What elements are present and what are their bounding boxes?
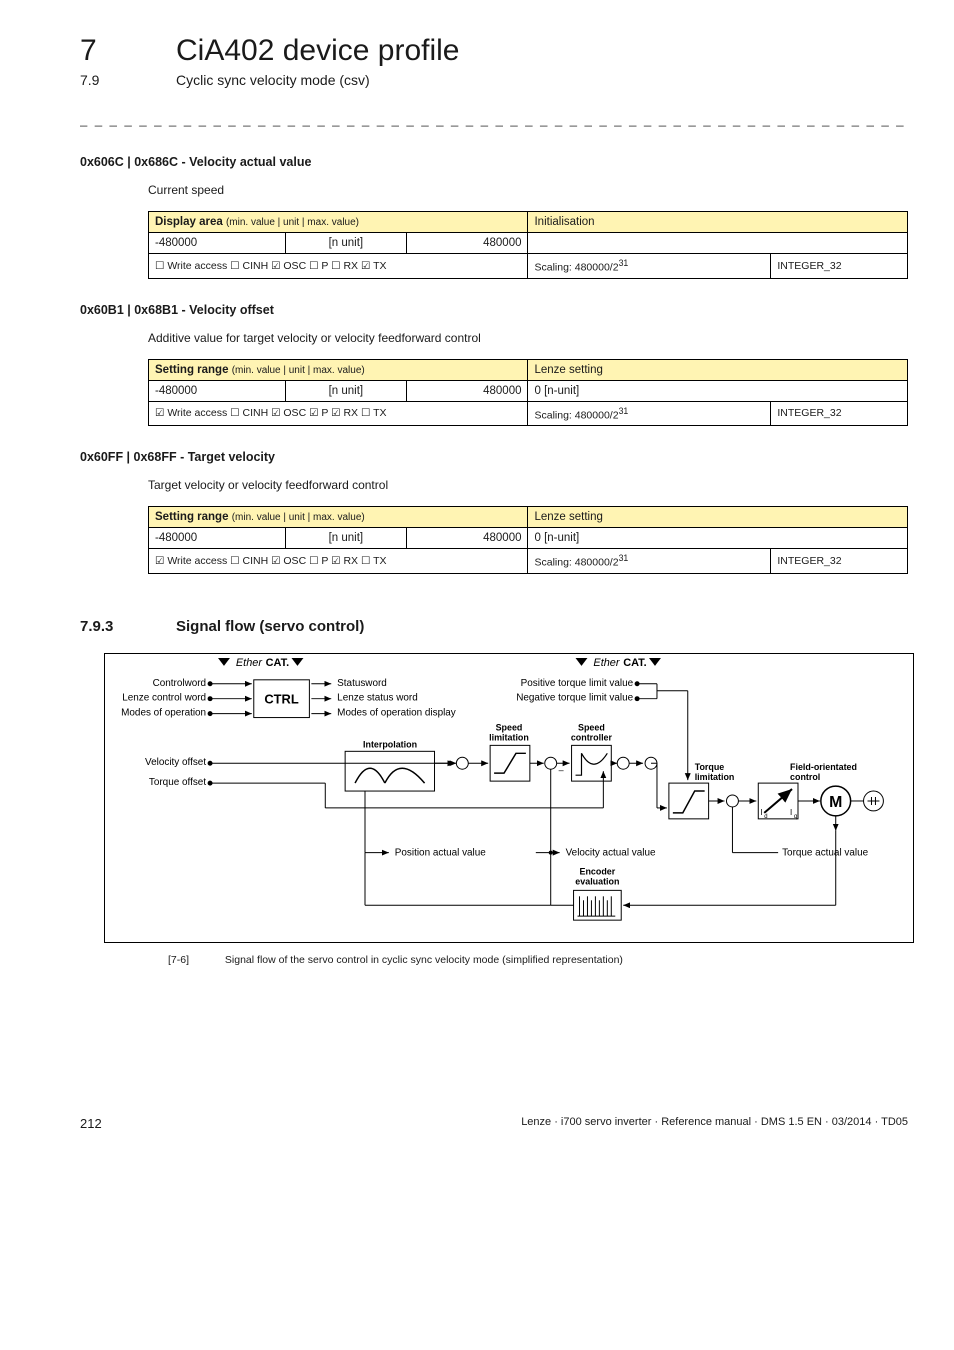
param-table: Display area (min. value | unit | max. v… — [148, 211, 908, 279]
setting-value — [528, 233, 908, 254]
chapter-title: CiA402 device profile — [176, 34, 460, 68]
ethercat-icon: Ether CAT. — [218, 656, 303, 668]
min-value: -480000 — [149, 233, 286, 254]
svg-text:CAT.: CAT. — [623, 656, 646, 668]
param-table: Setting range (min. value | unit | max. … — [148, 359, 908, 427]
table-header-left: Setting range (min. value | unit | max. … — [149, 507, 528, 528]
subsection-header: 7.9.3 Signal flow (servo control) — [80, 618, 908, 635]
unit: [n unit] — [285, 380, 406, 401]
table-header-right: Initialisation — [528, 212, 908, 233]
subsection-number: 7.9.3 — [80, 618, 176, 635]
svg-text:Interpolation: Interpolation — [363, 739, 417, 749]
signal-flow-diagram: Ether CAT. Ether CAT. CTRL Controlword Len… — [104, 653, 908, 946]
min-value: -480000 — [149, 380, 286, 401]
data-type: INTEGER_32 — [771, 254, 908, 279]
svg-text:Speed: Speed — [578, 722, 605, 732]
svg-text:Controlword: Controlword — [153, 677, 207, 688]
section-title: Cyclic sync velocity mode (csv) — [176, 72, 370, 88]
param-title: 0x60B1 | 0x68B1 - Velocity offset — [80, 303, 908, 317]
table-header-left: Setting range (min. value | unit | max. … — [149, 359, 528, 380]
min-value: -480000 — [149, 528, 286, 549]
param-description: Additive value for target velocity or ve… — [148, 331, 908, 345]
data-type: INTEGER_32 — [771, 549, 908, 574]
param-table: Setting range (min. value | unit | max. … — [148, 506, 908, 574]
svg-text:M: M — [829, 793, 842, 810]
max-value: 480000 — [407, 380, 528, 401]
figure-caption: [7-6] Signal flow of the servo control i… — [168, 954, 908, 966]
svg-text:I: I — [790, 807, 792, 816]
section-number: 7.9 — [80, 72, 176, 88]
scaling: Scaling: 480000/231 — [528, 401, 771, 426]
svg-text:Lenze status word: Lenze status word — [337, 692, 418, 703]
setting-value: 0 [n-unit] — [528, 380, 908, 401]
table-header-right: Lenze setting — [528, 359, 908, 380]
svg-text:q: q — [794, 813, 797, 819]
section-header: 7.9 Cyclic sync velocity mode (csv) — [80, 72, 908, 88]
svg-text:Lenze control word: Lenze control word — [122, 692, 206, 703]
caption-text: Signal flow of the servo control in cycl… — [225, 954, 623, 966]
svg-text:evaluation: evaluation — [575, 876, 619, 886]
access-flags: ☑ Write access ☐ CINH ☑ OSC ☐ P ☑ RX ☐ T… — [149, 549, 528, 574]
svg-text:Ether: Ether — [236, 656, 262, 668]
svg-text:Position actual value: Position actual value — [395, 847, 486, 858]
chapter-number: 7 — [80, 34, 176, 68]
svg-text:Negative torque limit value: Negative torque limit value — [516, 692, 633, 703]
separator-line: _ _ _ _ _ _ _ _ _ _ _ _ _ _ _ _ _ _ _ _ … — [80, 112, 908, 127]
page-container: 7 CiA402 device profile 7.9 Cyclic sync … — [0, 0, 954, 1151]
caption-tag: [7-6] — [168, 954, 222, 966]
svg-text:Velocity offset: Velocity offset — [145, 757, 206, 768]
unit: [n unit] — [285, 528, 406, 549]
svg-text:controller: controller — [571, 732, 613, 742]
svg-text:Modes of operation: Modes of operation — [121, 707, 206, 718]
access-flags: ☑ Write access ☐ CINH ☑ OSC ☑ P ☑ RX ☐ T… — [149, 401, 528, 426]
max-value: 480000 — [407, 528, 528, 549]
svg-text:Field-orientated: Field-orientated — [790, 762, 857, 772]
unit: [n unit] — [285, 233, 406, 254]
svg-text:control: control — [790, 772, 820, 782]
data-type: INTEGER_32 — [771, 401, 908, 426]
svg-text:Modes of operation display: Modes of operation display — [337, 707, 456, 718]
svg-text:Ether: Ether — [593, 656, 619, 668]
setting-value: 0 [n-unit] — [528, 528, 908, 549]
svg-text:Velocity actual value: Velocity actual value — [566, 847, 656, 858]
param-description: Current speed — [148, 183, 908, 197]
svg-text:Torque actual value: Torque actual value — [782, 847, 869, 858]
ethercat-icon: Ether CAT. — [576, 656, 661, 668]
param-title: 0x60FF | 0x68FF - Target velocity — [80, 450, 908, 464]
subsection-title: Signal flow (servo control) — [176, 618, 364, 635]
scaling: Scaling: 480000/231 — [528, 549, 771, 574]
access-flags: ☐ Write access ☐ CINH ☑ OSC ☐ P ☐ RX ☑ T… — [149, 254, 528, 279]
svg-text:CAT.: CAT. — [266, 656, 289, 668]
param-title: 0x606C | 0x686C - Velocity actual value — [80, 155, 908, 169]
svg-text:–: – — [559, 765, 564, 775]
table-header-left: Display area (min. value | unit | max. v… — [149, 212, 528, 233]
svg-text:Torque: Torque — [695, 762, 725, 772]
svg-text:d: d — [764, 813, 767, 819]
page-footer: 212 Lenze · i700 servo inverter · Refere… — [80, 1116, 908, 1131]
table-header-right: Lenze setting — [528, 507, 908, 528]
svg-text:Encoder: Encoder — [580, 866, 616, 876]
publication-info: Lenze · i700 servo inverter · Reference … — [521, 1116, 908, 1131]
svg-text:Torque offset: Torque offset — [149, 777, 206, 788]
svg-text:Speed: Speed — [496, 722, 523, 732]
ctrl-block: CTRL — [264, 691, 299, 706]
page-number: 212 — [80, 1116, 102, 1131]
svg-text:limitation: limitation — [695, 772, 735, 782]
param-description: Target velocity or velocity feedforward … — [148, 478, 908, 492]
svg-text:I: I — [760, 807, 762, 816]
scaling: Scaling: 480000/231 — [528, 254, 771, 279]
chapter-header: 7 CiA402 device profile — [80, 34, 908, 68]
svg-text:limitation: limitation — [489, 732, 529, 742]
max-value: 480000 — [407, 233, 528, 254]
svg-text:Statusword: Statusword — [337, 677, 387, 688]
svg-text:Positive torque limit value: Positive torque limit value — [521, 677, 634, 688]
